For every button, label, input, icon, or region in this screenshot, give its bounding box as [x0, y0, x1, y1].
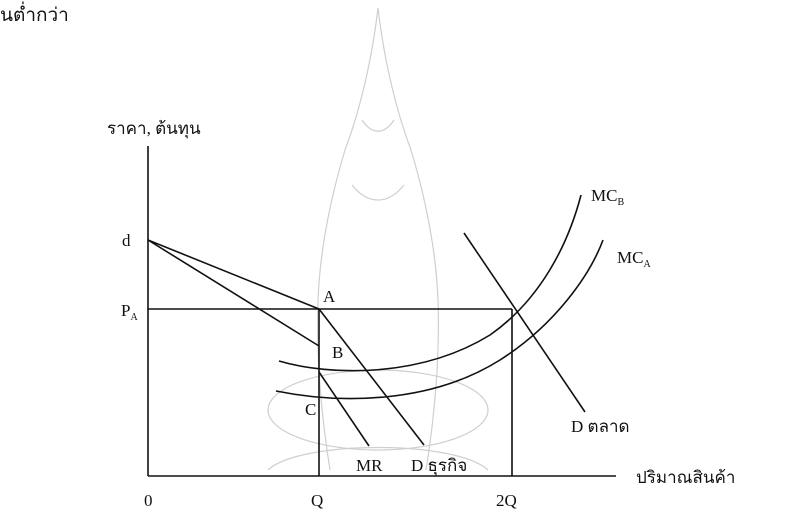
mc-a-main: MC [617, 248, 643, 267]
y-axis-label: ราคา, ต้นทุน [107, 119, 201, 139]
marginal-revenue-curve [318, 371, 370, 447]
point-c-label: C [305, 400, 316, 419]
point-d-label: d [122, 231, 131, 250]
header-fragment: นต่ำกว่า [0, 1, 69, 26]
mc-b-label: MCB [591, 186, 624, 208]
two-q-label: 2Q [496, 491, 517, 510]
market-demand-label: D ตลาด [571, 417, 630, 436]
watermark-seal [267, 7, 489, 471]
mc-b-subscript: B [617, 197, 624, 208]
price-pa-main: P [121, 301, 130, 320]
market-demand-curve [463, 232, 586, 413]
mr-label: MR [356, 456, 383, 475]
point-b-label: B [332, 343, 343, 362]
x-axis-label: ปริมาณสินค้า [636, 468, 735, 487]
line-d-to-b [147, 239, 320, 347]
mc-a-subscript: A [643, 259, 651, 270]
q-label: Q [311, 491, 323, 510]
line-d-to-a [147, 239, 320, 310]
origin-label: 0 [144, 491, 153, 510]
price-pa-label: PA [121, 301, 138, 323]
mc-a-label: MCA [617, 248, 651, 270]
mc-b-curve [278, 194, 582, 372]
price-pa-subscript: A [130, 312, 138, 323]
mc-a-curve [275, 239, 604, 400]
point-a-label: A [323, 287, 336, 306]
firm-demand-label: D ธุรกิจ [411, 456, 467, 476]
firm-demand-curve [318, 308, 425, 446]
mc-b-main: MC [591, 186, 617, 205]
